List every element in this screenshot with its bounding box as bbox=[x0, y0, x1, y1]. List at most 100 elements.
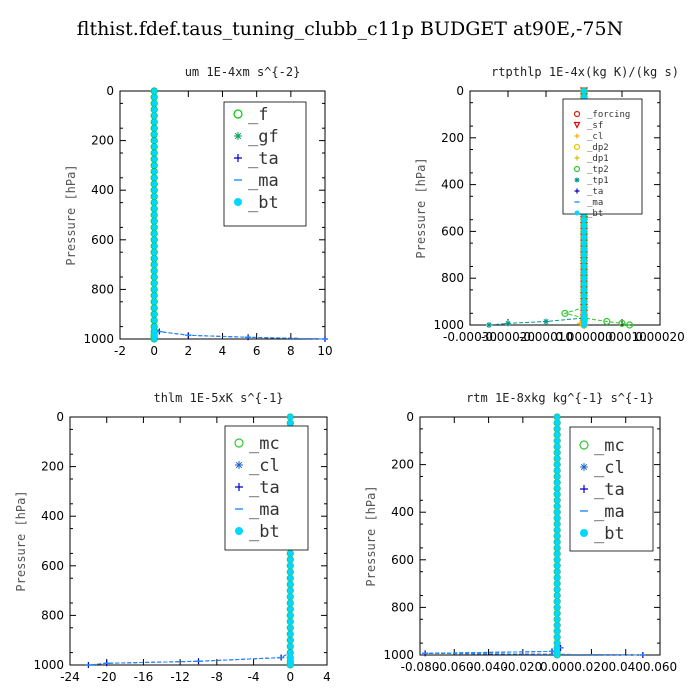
legend-marker bbox=[234, 154, 242, 162]
legend-label: _bt bbox=[248, 193, 279, 213]
data-point bbox=[581, 257, 587, 264]
data-point bbox=[151, 224, 158, 231]
y-tick-label: 400 bbox=[391, 505, 414, 519]
y-axis-label: Pressure [hPa] bbox=[14, 490, 28, 591]
x-tick-label: -8 bbox=[211, 670, 223, 684]
data-point bbox=[554, 527, 561, 534]
data-point bbox=[554, 586, 561, 593]
legend-label: _cl bbox=[594, 458, 625, 478]
y-tick-label: 200 bbox=[91, 134, 114, 148]
data-point bbox=[151, 305, 158, 311]
data-point bbox=[554, 640, 561, 647]
data-point bbox=[151, 94, 158, 101]
data-point bbox=[287, 587, 294, 594]
data-point bbox=[581, 228, 587, 235]
data-point bbox=[554, 491, 561, 498]
x-tick-label: 2 bbox=[185, 344, 193, 358]
data-point bbox=[151, 286, 158, 293]
data-point bbox=[287, 606, 294, 613]
legend-label: _forcing bbox=[587, 110, 630, 120]
data-point bbox=[287, 420, 294, 427]
x-tick-label: 6 bbox=[253, 344, 261, 358]
data-point bbox=[554, 437, 561, 444]
y-tick-label: 600 bbox=[91, 233, 114, 247]
legend-marker bbox=[574, 177, 580, 183]
legend-marker bbox=[235, 483, 243, 491]
legend-marker bbox=[574, 155, 580, 161]
y-tick-label: 600 bbox=[441, 224, 464, 238]
x-tick-label: -20 bbox=[97, 670, 117, 684]
legend-marker bbox=[233, 109, 243, 119]
plot-frame bbox=[69, 416, 328, 666]
legend-marker bbox=[235, 461, 243, 469]
data-point bbox=[151, 181, 158, 187]
legend-label: _tp2 bbox=[587, 165, 609, 175]
data-point bbox=[554, 538, 561, 545]
data-point bbox=[581, 93, 587, 100]
data-point bbox=[151, 143, 158, 150]
data-point bbox=[581, 251, 587, 258]
legend-marker bbox=[573, 110, 581, 118]
y-axis-label: Pressure [hPa] bbox=[64, 164, 78, 265]
data-point bbox=[287, 600, 294, 606]
data-point bbox=[151, 125, 158, 132]
plot-frame bbox=[419, 416, 661, 656]
data-point bbox=[554, 634, 561, 641]
data-point bbox=[151, 292, 158, 299]
data-point bbox=[151, 261, 158, 268]
data-point bbox=[581, 292, 587, 299]
y-tick-label: 0 bbox=[106, 84, 114, 98]
legend-label: _tp1 bbox=[587, 176, 609, 186]
data-point bbox=[151, 88, 158, 94]
legend-label: _ma bbox=[594, 502, 625, 522]
data-point bbox=[287, 631, 294, 637]
x-tick-label: 0.00010 bbox=[597, 330, 647, 344]
data-point bbox=[151, 174, 158, 181]
data-point bbox=[581, 310, 587, 317]
data-point bbox=[554, 568, 561, 575]
y-axis-label: Pressure [hPa] bbox=[414, 157, 428, 258]
data-point bbox=[151, 131, 158, 138]
x-tick-label: 0 bbox=[150, 344, 158, 358]
data-point bbox=[581, 275, 587, 282]
data-point bbox=[554, 449, 561, 456]
data-point bbox=[581, 281, 587, 288]
data-point bbox=[554, 485, 561, 492]
x-tick-label: 4 bbox=[323, 670, 331, 684]
data-point bbox=[151, 112, 158, 119]
x-tick-label: -0.040 bbox=[469, 660, 508, 674]
data-point bbox=[554, 556, 561, 563]
legend-box bbox=[562, 98, 643, 215]
data-point bbox=[151, 212, 158, 218]
data-point bbox=[151, 100, 158, 107]
data-point bbox=[554, 521, 561, 528]
y-tick-label: 1000 bbox=[383, 648, 414, 662]
y-tick-label: 200 bbox=[41, 460, 64, 474]
data-point bbox=[581, 88, 587, 94]
data-point bbox=[625, 321, 634, 329]
data-point bbox=[554, 431, 561, 438]
data-point bbox=[554, 497, 561, 504]
data-point bbox=[581, 322, 587, 328]
data-point bbox=[151, 274, 158, 280]
data-point bbox=[151, 336, 158, 342]
legend-marker bbox=[235, 527, 243, 535]
data-point bbox=[554, 622, 561, 629]
data-point bbox=[581, 240, 587, 247]
data-point bbox=[287, 618, 294, 625]
data-point bbox=[554, 455, 561, 462]
data-point bbox=[554, 515, 561, 522]
legend-marker bbox=[574, 210, 580, 216]
data-point bbox=[554, 580, 561, 587]
x-tick-label: -0.060 bbox=[435, 660, 474, 674]
data-point bbox=[554, 604, 561, 611]
legend-label: _ta bbox=[587, 187, 603, 197]
legend-label: _ta bbox=[249, 478, 280, 498]
data-point bbox=[554, 509, 561, 516]
data-point bbox=[618, 319, 626, 327]
legend-label: _f bbox=[248, 105, 268, 125]
data-point bbox=[554, 628, 561, 635]
